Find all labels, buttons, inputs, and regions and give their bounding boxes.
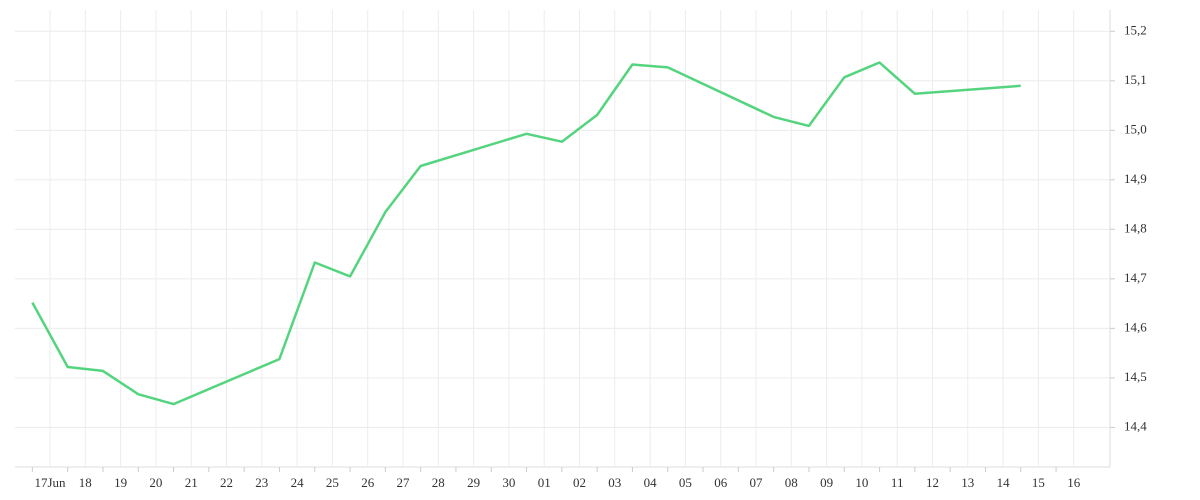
x-tick-label: 14 [997, 475, 1011, 490]
line [31, 61, 1021, 406]
y-tick-label: 15,2 [1124, 22, 1147, 37]
x-tick-label: 15 [1032, 475, 1045, 490]
x-tick-label: 19 [114, 475, 127, 490]
x-tick-label: 05 [679, 475, 692, 490]
x-tick-label: 04 [644, 475, 658, 490]
x-tick-label: 16 [1067, 475, 1081, 490]
x-tick-label: 10 [855, 475, 868, 490]
x-tick-label: 07 [750, 475, 764, 490]
y-tick-label: 15,1 [1124, 72, 1147, 87]
x-tick-label: 25 [326, 475, 339, 490]
x-tick-label: 28 [432, 475, 445, 490]
x-tick-label: 03 [608, 475, 621, 490]
x-tick-label: 21 [185, 475, 198, 490]
x-tick-label: 13 [961, 475, 974, 490]
x-tick-label: 23 [255, 475, 268, 490]
x-tick-label: 27 [397, 475, 411, 490]
x-tick-label: 12 [926, 475, 939, 490]
x-tick-label: 02 [573, 475, 586, 490]
y-tick-label: 14,7 [1124, 270, 1147, 285]
x-tick-label: 20 [149, 475, 162, 490]
x-tick-label: 09 [820, 475, 833, 490]
x-tick-label: 26 [361, 475, 375, 490]
x-tick-label: 01 [538, 475, 551, 490]
y-tick-label: 14,8 [1124, 220, 1147, 235]
y-tick-label: 14,4 [1124, 418, 1147, 433]
x-tick-label: 08 [785, 475, 798, 490]
y-tick-label: 14,9 [1124, 171, 1147, 186]
x-tick-label: 24 [291, 475, 305, 490]
x-tick-label: 06 [714, 475, 728, 490]
x-tick-label: 18 [79, 475, 92, 490]
y-tick-label: 14,6 [1124, 319, 1147, 334]
y-tick-label: 15,0 [1124, 121, 1147, 136]
x-tick-label: 30 [502, 475, 515, 490]
x-tick-label: 17Jun [34, 475, 66, 490]
x-tick-label: 22 [220, 475, 233, 490]
y-tick-label: 14,5 [1124, 369, 1147, 384]
x-tick-label: 11 [891, 475, 904, 490]
x-tick-label: 29 [467, 475, 480, 490]
